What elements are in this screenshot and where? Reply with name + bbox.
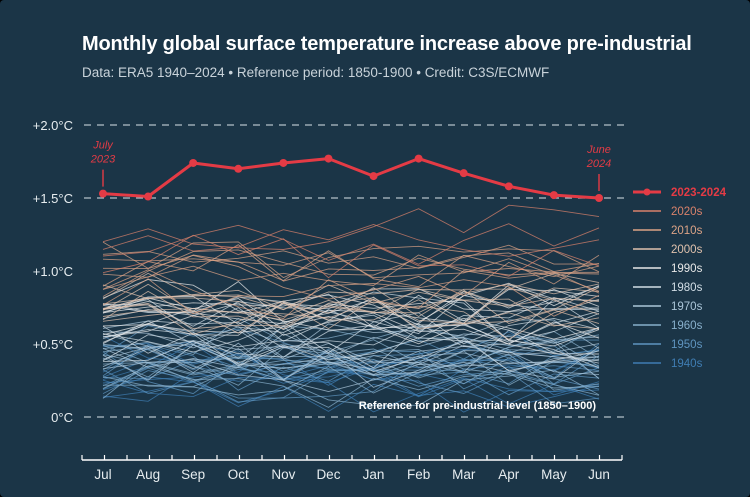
annotation-label: July (92, 140, 114, 152)
decade-line-1970s (102, 340, 600, 368)
reference-note: Reference for pre-industrial level (1850… (359, 400, 597, 412)
decade-line-1970s (102, 333, 600, 380)
series-point-2023-2024 (549, 191, 558, 200)
decade-line-2010s (102, 278, 600, 317)
y-tick-label: +1.5°C (33, 191, 73, 206)
decade-line-2000s (102, 299, 600, 335)
decade-line-1970s (102, 327, 600, 373)
decade-line-1950s (102, 359, 600, 399)
series-line-2023-2024 (102, 157, 600, 200)
decade-line-2010s (102, 254, 600, 294)
chart-subtitle: Data: ERA5 1940–2024 • Reference period:… (82, 65, 550, 80)
series-point-2023-2024 (459, 169, 468, 178)
legend-label-2010s: 2010s (671, 225, 703, 237)
legend-label-2023-2024: 2023-2024 (671, 187, 727, 199)
decade-line-1940s (102, 371, 600, 405)
decade-line-2000s (102, 287, 600, 334)
decade-line-1960s (102, 317, 600, 355)
decade-line-1940s (102, 381, 600, 412)
decade-line-2000s (102, 288, 600, 330)
series-point-2023-2024 (234, 164, 243, 173)
decade-line-2010s (102, 269, 600, 320)
chart-title: Monthly global surface temperature incre… (82, 33, 692, 55)
x-tick-label: Oct (228, 467, 249, 482)
legend-label-1950s: 1950s (671, 339, 703, 351)
y-tick-label: +2.0°C (33, 118, 73, 133)
series-point-2023-2024 (99, 189, 107, 198)
series-point-2023-2024 (279, 158, 288, 167)
x-tick-label: Jul (94, 467, 111, 482)
decade-line-1970s (102, 324, 600, 370)
decade-line-2000s (102, 287, 600, 321)
decade-line-1940s (102, 377, 600, 413)
x-tick-label: Jun (588, 467, 610, 482)
decade-line-2000s (102, 297, 600, 340)
series-point-2023-2024 (369, 172, 378, 181)
decade-line-1970s (102, 344, 600, 381)
legend-label-1980s: 1980s (671, 282, 703, 294)
x-tick-label: Sep (181, 467, 205, 482)
series-point-2023-2024 (595, 194, 603, 202)
x-tick-label: Mar (452, 467, 476, 482)
decade-line-1970s (102, 333, 600, 380)
x-tick-label: Apr (498, 467, 520, 482)
decade-line-1960s (102, 362, 600, 406)
x-tick-label: Nov (271, 467, 295, 482)
series-point-2023-2024 (189, 158, 198, 167)
x-tick-label: Jan (363, 467, 385, 482)
decade-line-2000s (102, 284, 600, 325)
series-point-2023-2024 (504, 182, 513, 191)
legend-swatch-marker (643, 188, 651, 196)
series-point-2023-2024 (144, 192, 153, 201)
decade-line-1980s (102, 324, 600, 372)
x-tick-label: Dec (316, 467, 340, 482)
decade-line-1980s (102, 312, 600, 354)
decade-line-2010s (102, 244, 600, 287)
decade-lines-group (102, 204, 600, 413)
decade-line-2010s (102, 249, 600, 297)
series-point-2023-2024 (414, 154, 423, 163)
annotation-label: 2024 (586, 158, 611, 170)
series-point-2023-2024 (324, 154, 333, 163)
decade-line-2010s (102, 244, 600, 269)
decade-line-2010s (102, 250, 600, 288)
y-tick-label: +1.0°C (33, 264, 73, 279)
decade-line-2020s (102, 234, 600, 279)
decade-line-1990s (102, 285, 600, 325)
legend-label-1940s: 1940s (671, 358, 703, 370)
decade-line-2010s (102, 241, 600, 279)
decade-line-1940s (102, 343, 600, 397)
decade-line-2020s (102, 223, 600, 265)
y-tick-label: +0.5°C (33, 337, 73, 352)
legend-label-2020s: 2020s (671, 206, 703, 218)
decade-line-1970s (102, 333, 600, 380)
decade-line-1940s (102, 343, 600, 383)
decade-line-1980s (102, 337, 600, 364)
decade-line-2020s (102, 204, 600, 250)
decade-line-1960s (102, 325, 600, 376)
legend-label-1960s: 1960s (671, 320, 703, 332)
y-tick-label: 0°C (51, 410, 73, 425)
legend-label-2000s: 2000s (671, 244, 703, 256)
decade-line-2000s (102, 272, 600, 318)
annotation-label: 2023 (90, 154, 116, 166)
decade-line-2010s (102, 254, 600, 300)
decade-line-1990s (102, 302, 600, 345)
x-tick-label: Aug (136, 467, 160, 482)
legend-label-1970s: 1970s (671, 301, 703, 313)
annotation-label: June (586, 144, 611, 156)
x-tick-label: Feb (407, 467, 430, 482)
x-tick-label: May (541, 467, 567, 482)
legend-label-1990s: 1990s (671, 263, 703, 275)
decade-line-1950s (102, 344, 600, 377)
decade-line-2020s (102, 224, 600, 257)
